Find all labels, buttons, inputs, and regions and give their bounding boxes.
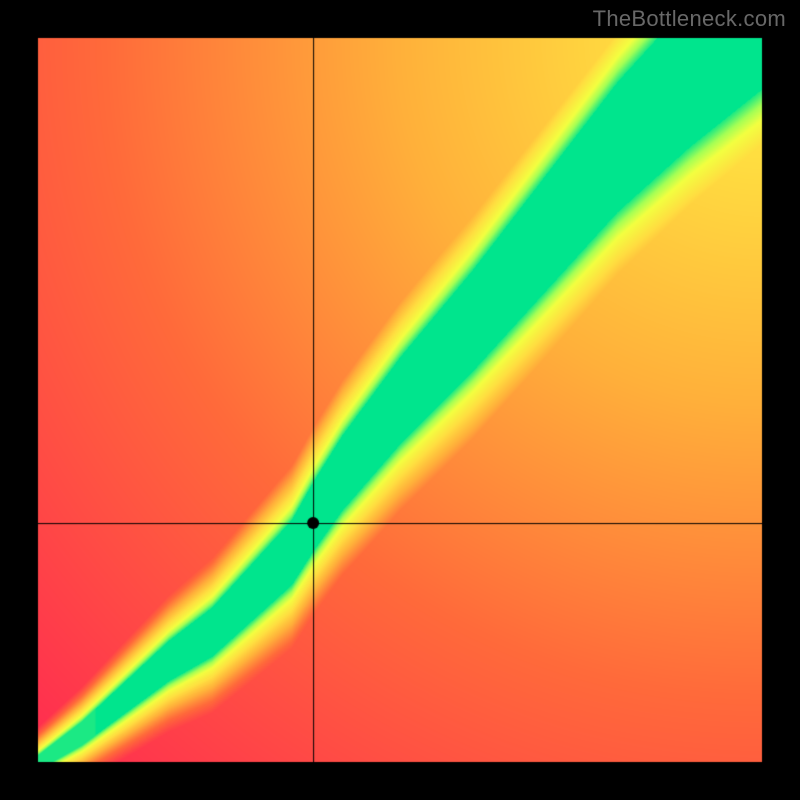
chart-container: TheBottleneck.com bbox=[0, 0, 800, 800]
bottleneck-heatmap bbox=[0, 0, 800, 800]
watermark-text: TheBottleneck.com bbox=[593, 6, 786, 32]
